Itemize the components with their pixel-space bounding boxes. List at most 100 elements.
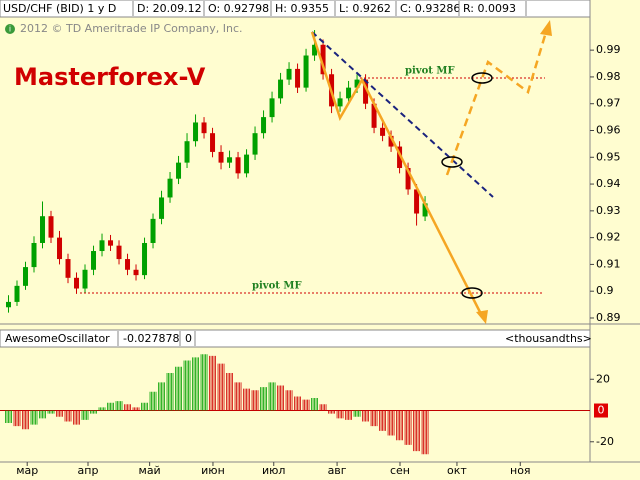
candle-body [116, 245, 122, 260]
watermark-title: Masterforex-V [14, 63, 206, 91]
header-item: L: 0.9262 [339, 2, 391, 15]
candle-body [414, 189, 420, 214]
y-tick-label: 0.96 [596, 123, 621, 136]
copyright: 2012 © TD Ameritrade IP Company, Inc. [20, 22, 243, 35]
header-item: 0 [185, 332, 192, 345]
candle-body [337, 98, 343, 107]
y-tick-label: 0.99 [596, 43, 621, 56]
candle-body [57, 237, 63, 260]
header-item: C: 0.93286 [400, 2, 460, 15]
candle-body [23, 267, 29, 286]
x-tick-label: апр [78, 464, 99, 477]
marker-ellipse [471, 72, 493, 84]
candle-body [99, 240, 105, 252]
candle-body [218, 151, 224, 163]
candle-body [346, 87, 352, 99]
info-icon-text: i [9, 25, 11, 34]
candle-body [193, 122, 199, 142]
candle-body [252, 133, 258, 155]
header-item: <thousandths> [505, 332, 592, 345]
candle-body [227, 157, 233, 163]
candle-body [380, 127, 386, 136]
forecast-line [310, 31, 484, 317]
candle-body [363, 79, 369, 104]
header-item: H: 0.9355 [275, 2, 329, 15]
candle-body [125, 259, 131, 270]
candle-body [91, 251, 97, 270]
forecast-line [445, 31, 548, 176]
candle-body [65, 259, 71, 278]
x-tick-label: май [139, 464, 161, 477]
x-tick-label: окт [447, 464, 467, 477]
candle-body [159, 197, 165, 219]
candle-body [176, 162, 182, 179]
header-item: USD/CHF (BID) 1 y D [3, 2, 116, 15]
header-item: AwesomeOscillator [5, 332, 110, 345]
header-item: R: 0.0093 [463, 2, 516, 15]
candle-body [320, 44, 326, 75]
candle-body [201, 122, 207, 134]
marker-ellipse [461, 287, 483, 299]
candle-body [371, 103, 377, 128]
pivot-label: pivot MF [405, 66, 455, 77]
candle-body [295, 68, 301, 88]
info-icon [5, 24, 15, 34]
arrow-head [476, 310, 488, 324]
candle-body [133, 269, 139, 276]
header-item: -0.027878 [123, 332, 179, 345]
trend-line [311, 31, 494, 198]
y-tick-label: 0.93 [596, 204, 621, 217]
candle-body [74, 277, 80, 289]
arrow-head [540, 20, 552, 36]
y-tick-label: 0.91 [596, 257, 621, 270]
candle-body [422, 203, 428, 217]
y-tick-label: 0.97 [596, 97, 621, 110]
candle-body [269, 98, 275, 118]
y-tick-label: -20 [596, 435, 614, 448]
candle-body [31, 242, 37, 268]
candle-body [108, 240, 114, 246]
candle-body [397, 146, 403, 168]
candle-body [210, 133, 216, 152]
candle-body [82, 269, 88, 289]
x-tick-label: мар [16, 464, 38, 477]
candle-body [278, 79, 284, 99]
zero-badge [594, 403, 608, 418]
candle-body [354, 79, 360, 88]
annotations: pivot MF pivot MF [80, 20, 552, 324]
y-tick-label: 0.9 [596, 284, 614, 297]
header-item: O: 0.92798 [208, 2, 269, 15]
candle-body [14, 285, 20, 302]
candle-body [142, 242, 148, 276]
y-tick-label: 0.89 [596, 311, 621, 324]
candle-body [40, 216, 46, 243]
x-tick-label: ноя [510, 464, 531, 477]
pivot-label: pivot MF [252, 281, 302, 292]
y-tick-label: 0.94 [596, 177, 621, 190]
candle-body [167, 178, 173, 198]
candle-body [388, 135, 394, 147]
candle-body [405, 167, 411, 190]
candle-body [48, 216, 54, 238]
x-tick-label: авг [328, 464, 347, 477]
x-tick-label: июл [262, 464, 285, 477]
y-tick-label: 0.95 [596, 150, 621, 163]
y-tick-label: 0 [598, 404, 605, 417]
candle-body [312, 44, 318, 56]
y-tick-label: 0.92 [596, 231, 621, 244]
header-item: D: 20.09.12 [137, 2, 202, 15]
candle-body [261, 117, 267, 134]
marker-ellipse [441, 156, 463, 168]
candle-body [6, 301, 12, 308]
y-tick-label: 20 [596, 372, 610, 385]
x-tick-label: сен [390, 464, 410, 477]
candle-body [184, 141, 190, 163]
y-tick-label: 0.98 [596, 70, 621, 83]
x-tick-label: июн [201, 464, 225, 477]
candle-body [303, 55, 309, 88]
candle-body [235, 157, 241, 174]
candle-body [244, 154, 250, 174]
